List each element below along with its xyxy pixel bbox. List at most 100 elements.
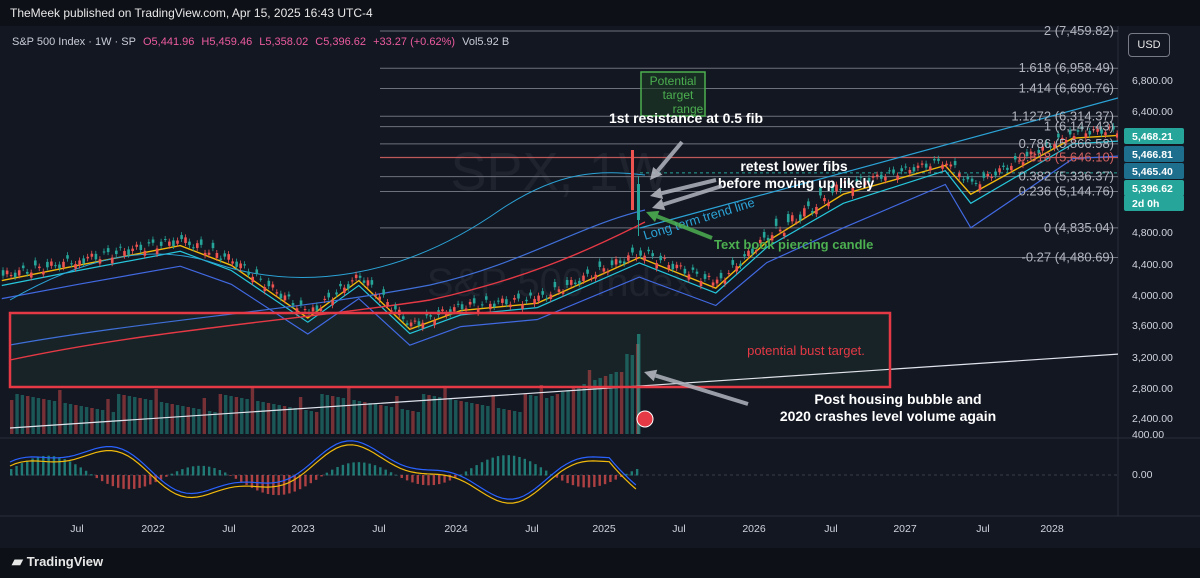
oscillator-bar (224, 472, 227, 476)
candle-body (90, 253, 94, 257)
candle-body (192, 247, 195, 249)
candle-body (1045, 142, 1048, 145)
volume-bar (507, 410, 511, 434)
volume-bar (347, 387, 351, 434)
candle-body (727, 273, 731, 275)
candle-body (468, 301, 472, 305)
tradingview-brand[interactable]: ▰ TradingView (12, 553, 103, 570)
bust-target-box (8, 311, 892, 389)
volume-bar (250, 388, 255, 434)
volume-bar (175, 405, 180, 434)
candle-body (472, 298, 476, 304)
candle-body (66, 255, 69, 259)
candle-body (370, 280, 374, 285)
brand-label: TradingView (26, 554, 104, 569)
candle-body (13, 272, 17, 278)
candle-body (631, 247, 634, 253)
candle-body (739, 263, 742, 266)
oscillator-bar (207, 466, 211, 476)
candle-body (1002, 165, 1005, 168)
candle-body (639, 250, 642, 256)
volume-bar (84, 407, 89, 434)
candle-body (211, 242, 215, 249)
candle-body (219, 258, 223, 260)
candle-body (719, 272, 723, 279)
volume-bar (309, 411, 313, 434)
volume-bar (266, 403, 271, 434)
volume-bar (256, 401, 260, 434)
candle-body (578, 280, 581, 284)
oscillator-bar (133, 475, 136, 489)
candle-body (916, 165, 920, 168)
publish-info: TheMeek published on TradingView.com, Ap… (10, 6, 373, 20)
candle-body (815, 206, 818, 215)
volume-bar (566, 390, 570, 434)
candle-body (283, 295, 287, 301)
volume-bar (363, 402, 367, 434)
volume-bar (603, 376, 608, 434)
oscillator-bar (357, 462, 361, 476)
candle-body (565, 279, 569, 285)
candle-body (255, 269, 259, 274)
volume-bar (165, 403, 169, 434)
candle-body (327, 292, 331, 298)
candle-body (235, 261, 238, 267)
volume-bar (106, 399, 110, 434)
volume-bar (154, 389, 158, 434)
watermark-ticker: SPX, 1W (450, 142, 669, 202)
candle-body (521, 304, 524, 309)
candle-body (835, 184, 838, 192)
oscillator-bar (555, 475, 559, 478)
oscillator-bar (491, 457, 494, 476)
retest-label-2: before moving up likely (718, 175, 875, 191)
candle-body (172, 240, 175, 246)
candle-body (231, 261, 234, 264)
fib-label-3: 1.1272 (6,314.37) (1011, 108, 1114, 123)
candle-body (807, 201, 810, 207)
volume-bar (213, 412, 217, 434)
volume-bar (582, 384, 586, 434)
oscillator-bar (42, 455, 45, 476)
oscillator-bar (411, 475, 414, 483)
candle-body (243, 264, 246, 266)
oscillator-bar (272, 475, 275, 495)
candle-body (484, 296, 488, 300)
oscillator-bar (352, 462, 355, 476)
candle-body (358, 275, 362, 278)
oscillator-bar (234, 475, 238, 479)
candle-body (663, 257, 667, 259)
time-tick-4: Jul (372, 523, 385, 535)
candle-body (966, 176, 970, 180)
candle-body (25, 271, 29, 274)
candle-body (1006, 167, 1009, 170)
candle-body (1057, 133, 1060, 138)
candle-body (247, 271, 251, 275)
volume-bar (438, 397, 442, 434)
candle-body (323, 298, 327, 301)
volume-bar (555, 394, 560, 434)
legend-close: C5,396.62 (315, 36, 367, 48)
candle-body (215, 253, 219, 258)
oscillator-bar (100, 475, 104, 482)
fib-label-10: -0.27 (4,480.69) (1021, 250, 1114, 265)
volume-bar (496, 408, 501, 434)
oscillator-bar (191, 466, 195, 476)
legend-symbol[interactable]: S&P 500 Index · 1W · SP (12, 36, 136, 48)
oscillator-bar (507, 455, 510, 476)
volume-bar (464, 402, 469, 434)
volume-bar (325, 395, 330, 434)
candle-body (884, 176, 887, 181)
volume-bar (491, 395, 495, 434)
fib-label-1: 1.618 (6,958.49) (1019, 60, 1114, 75)
candle-body (1076, 130, 1080, 132)
candle-body (106, 248, 110, 253)
volume-bar (502, 409, 506, 434)
volume-bar (480, 405, 485, 434)
oscillator-bar (454, 475, 457, 478)
volume-bar (368, 403, 372, 434)
oscillator-bar (175, 471, 179, 476)
currency-button[interactable]: USD (1128, 33, 1170, 57)
candle-body (82, 258, 85, 264)
candle-body (675, 264, 679, 269)
